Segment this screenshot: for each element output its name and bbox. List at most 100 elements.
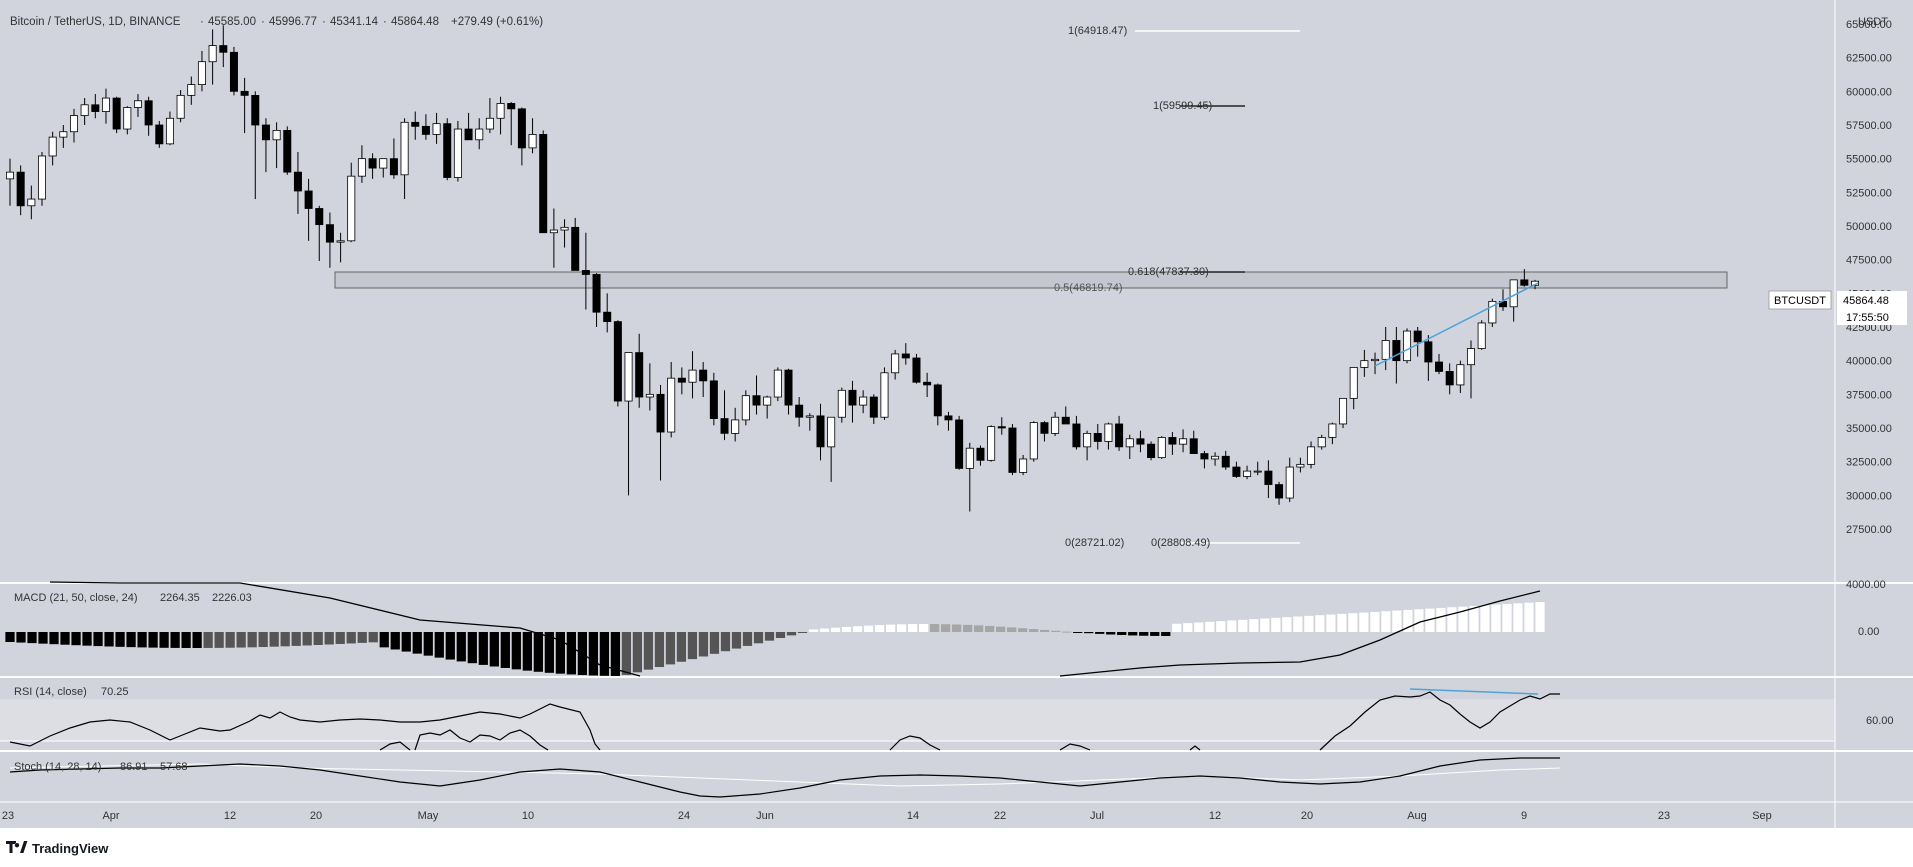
date-axis-area[interactable] bbox=[0, 802, 1835, 828]
candle[interactable] bbox=[389, 158, 398, 176]
candle[interactable] bbox=[1019, 458, 1028, 473]
candle[interactable] bbox=[368, 158, 377, 169]
candle[interactable] bbox=[1285, 466, 1294, 499]
candle[interactable] bbox=[1360, 360, 1369, 368]
candle[interactable] bbox=[69, 115, 78, 133]
candle[interactable] bbox=[496, 103, 505, 119]
candle[interactable] bbox=[603, 311, 612, 323]
candle[interactable] bbox=[229, 51, 238, 92]
candle[interactable] bbox=[571, 226, 580, 271]
candle[interactable] bbox=[1221, 455, 1230, 468]
candle[interactable] bbox=[443, 123, 452, 178]
candle[interactable] bbox=[880, 372, 889, 418]
candle[interactable] bbox=[688, 369, 697, 383]
candle[interactable] bbox=[325, 224, 334, 243]
candle[interactable] bbox=[1413, 330, 1422, 343]
candle[interactable] bbox=[16, 171, 25, 207]
candle[interactable] bbox=[805, 415, 814, 418]
macd-line[interactable] bbox=[49, 581, 641, 677]
candle[interactable] bbox=[144, 100, 153, 126]
rsi-line[interactable] bbox=[9, 703, 601, 751]
candle[interactable] bbox=[1040, 422, 1049, 434]
candle[interactable] bbox=[709, 380, 718, 419]
candle[interactable] bbox=[549, 229, 558, 234]
candle[interactable] bbox=[336, 240, 345, 243]
candle[interactable] bbox=[80, 104, 89, 116]
candle[interactable] bbox=[1477, 322, 1486, 349]
candle[interactable] bbox=[48, 136, 57, 157]
candle[interactable] bbox=[379, 158, 388, 169]
candle[interactable] bbox=[645, 393, 654, 398]
candle[interactable] bbox=[731, 419, 740, 434]
candle[interactable] bbox=[219, 45, 228, 53]
candle[interactable] bbox=[1157, 437, 1166, 459]
candle[interactable] bbox=[283, 129, 292, 173]
candle[interactable] bbox=[816, 415, 825, 448]
candle[interactable] bbox=[101, 97, 110, 112]
candle[interactable] bbox=[613, 321, 622, 402]
candle[interactable] bbox=[1275, 484, 1284, 499]
candle[interactable] bbox=[1136, 438, 1145, 445]
candle[interactable] bbox=[272, 129, 281, 141]
candle[interactable] bbox=[1264, 470, 1273, 485]
candle[interactable] bbox=[624, 352, 633, 402]
candle[interactable] bbox=[1403, 330, 1412, 362]
candle[interactable] bbox=[1093, 432, 1102, 442]
rsi-line[interactable] bbox=[1059, 743, 1091, 751]
candle[interactable] bbox=[1328, 423, 1337, 438]
candle[interactable] bbox=[955, 419, 964, 469]
candle[interactable] bbox=[1467, 348, 1476, 366]
price-axis-area[interactable] bbox=[1835, 0, 1913, 802]
stoch-k-line[interactable] bbox=[9, 757, 1560, 798]
rsi-line[interactable] bbox=[1319, 691, 1560, 751]
candle[interactable] bbox=[1029, 422, 1038, 460]
candle[interactable] bbox=[763, 396, 772, 406]
candle[interactable] bbox=[795, 404, 804, 418]
candle[interactable] bbox=[944, 415, 953, 421]
candle[interactable] bbox=[1371, 358, 1380, 362]
candle[interactable] bbox=[517, 108, 526, 149]
candle[interactable] bbox=[1296, 463, 1305, 468]
candle[interactable] bbox=[464, 128, 473, 141]
symbol-legend[interactable]: Bitcoin / TetherUS, 1D, BINANCE 45585.00… bbox=[10, 16, 543, 28]
candle[interactable] bbox=[208, 45, 217, 63]
rsi-line[interactable] bbox=[414, 729, 549, 751]
candle[interactable] bbox=[475, 128, 484, 141]
candle[interactable] bbox=[592, 274, 601, 313]
candle[interactable] bbox=[560, 226, 569, 231]
candle[interactable] bbox=[1317, 437, 1326, 448]
candle[interactable] bbox=[976, 447, 985, 461]
candle[interactable] bbox=[432, 123, 441, 135]
candle[interactable] bbox=[91, 104, 100, 112]
tradingview-logo[interactable]: TradingView bbox=[6, 841, 109, 856]
candle[interactable] bbox=[773, 369, 782, 398]
candle[interactable] bbox=[315, 208, 324, 226]
candle[interactable] bbox=[677, 377, 686, 383]
candle[interactable] bbox=[421, 125, 430, 135]
candle[interactable] bbox=[1179, 438, 1188, 445]
candle[interactable] bbox=[453, 128, 462, 178]
candle[interactable] bbox=[304, 190, 313, 209]
rsi-line[interactable] bbox=[1189, 745, 1201, 751]
candle[interactable] bbox=[848, 389, 857, 406]
candle[interactable] bbox=[1392, 340, 1401, 362]
candle[interactable] bbox=[411, 121, 420, 127]
candle[interactable] bbox=[1349, 366, 1358, 399]
macd-pane[interactable] bbox=[0, 584, 1835, 676]
candle[interactable] bbox=[869, 396, 878, 418]
candle[interactable] bbox=[27, 198, 36, 207]
candle[interactable] bbox=[656, 393, 665, 433]
stoch-d-line[interactable] bbox=[9, 763, 1561, 787]
candle[interactable] bbox=[752, 395, 761, 406]
candle[interactable] bbox=[1189, 438, 1198, 454]
rsi-line[interactable] bbox=[379, 741, 411, 751]
candle[interactable] bbox=[1104, 423, 1113, 442]
candle[interactable] bbox=[741, 395, 750, 421]
candle[interactable] bbox=[165, 117, 174, 145]
candle[interactable] bbox=[1051, 416, 1060, 434]
candle[interactable] bbox=[912, 357, 921, 383]
candle[interactable] bbox=[827, 416, 836, 448]
candle[interactable] bbox=[240, 90, 249, 96]
candle[interactable] bbox=[1253, 470, 1262, 473]
price-tag-symbol-box[interactable] bbox=[1768, 290, 1832, 310]
